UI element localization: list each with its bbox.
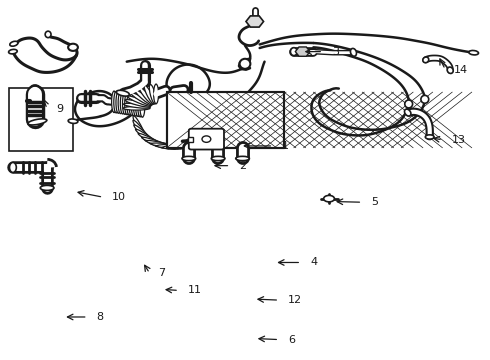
Ellipse shape [151, 143, 187, 148]
Ellipse shape [127, 94, 132, 115]
Ellipse shape [68, 44, 78, 51]
Ellipse shape [423, 57, 429, 63]
Ellipse shape [131, 94, 136, 116]
Ellipse shape [425, 135, 434, 139]
Ellipse shape [149, 85, 156, 104]
Ellipse shape [202, 115, 215, 140]
Ellipse shape [193, 124, 215, 146]
Ellipse shape [138, 133, 169, 149]
Ellipse shape [144, 86, 154, 104]
Ellipse shape [124, 93, 129, 115]
Ellipse shape [133, 95, 138, 116]
Ellipse shape [324, 195, 334, 202]
Ellipse shape [133, 116, 147, 141]
Ellipse shape [136, 95, 141, 117]
Ellipse shape [129, 94, 134, 116]
Ellipse shape [162, 143, 198, 148]
Ellipse shape [112, 91, 117, 113]
Ellipse shape [211, 156, 225, 161]
Ellipse shape [136, 129, 162, 148]
Ellipse shape [125, 100, 150, 107]
Ellipse shape [168, 140, 203, 149]
Ellipse shape [154, 84, 159, 104]
Text: 5: 5 [371, 197, 378, 207]
Ellipse shape [45, 31, 51, 38]
Ellipse shape [291, 48, 297, 55]
Ellipse shape [116, 92, 121, 113]
Text: 10: 10 [112, 192, 126, 202]
Ellipse shape [182, 156, 196, 161]
Ellipse shape [405, 100, 413, 108]
Ellipse shape [9, 162, 16, 172]
Ellipse shape [133, 120, 151, 144]
Polygon shape [246, 16, 264, 27]
Ellipse shape [116, 90, 129, 96]
Ellipse shape [134, 125, 156, 146]
Ellipse shape [123, 103, 150, 108]
Text: 3: 3 [332, 46, 339, 57]
Text: 14: 14 [454, 64, 468, 75]
Text: 9: 9 [56, 104, 63, 114]
Text: 4: 4 [310, 257, 317, 267]
Ellipse shape [469, 50, 479, 55]
Ellipse shape [68, 119, 78, 123]
Ellipse shape [131, 93, 151, 105]
Ellipse shape [114, 91, 119, 113]
Ellipse shape [140, 96, 145, 117]
Ellipse shape [138, 95, 143, 117]
Text: 11: 11 [188, 285, 202, 296]
Ellipse shape [28, 119, 47, 125]
Ellipse shape [146, 140, 181, 149]
Ellipse shape [181, 133, 211, 149]
Ellipse shape [350, 49, 357, 56]
Ellipse shape [10, 41, 18, 46]
Ellipse shape [9, 49, 17, 54]
Ellipse shape [198, 120, 216, 143]
Bar [9, 88, 73, 150]
Ellipse shape [404, 109, 411, 116]
Bar [188, 136, 193, 141]
Ellipse shape [447, 67, 453, 73]
Text: 7: 7 [159, 268, 166, 278]
Text: 13: 13 [452, 135, 466, 145]
Text: 8: 8 [97, 312, 103, 322]
Ellipse shape [123, 107, 150, 110]
Text: 1: 1 [282, 141, 289, 151]
Ellipse shape [174, 137, 207, 149]
Ellipse shape [122, 93, 127, 114]
Bar [167, 92, 284, 148]
Polygon shape [295, 47, 310, 56]
Ellipse shape [40, 185, 54, 190]
Text: 2: 2 [239, 161, 246, 171]
Ellipse shape [236, 156, 249, 161]
Ellipse shape [240, 59, 250, 69]
Ellipse shape [187, 129, 213, 148]
Text: 12: 12 [288, 295, 302, 305]
Ellipse shape [206, 111, 214, 137]
Ellipse shape [156, 144, 193, 148]
Ellipse shape [139, 87, 153, 104]
Ellipse shape [118, 92, 123, 114]
Ellipse shape [135, 90, 152, 105]
Ellipse shape [202, 136, 211, 142]
Ellipse shape [121, 93, 125, 114]
Text: 6: 6 [288, 334, 295, 345]
FancyBboxPatch shape [189, 129, 224, 149]
Ellipse shape [142, 137, 174, 149]
Ellipse shape [127, 96, 151, 106]
Ellipse shape [421, 95, 429, 103]
